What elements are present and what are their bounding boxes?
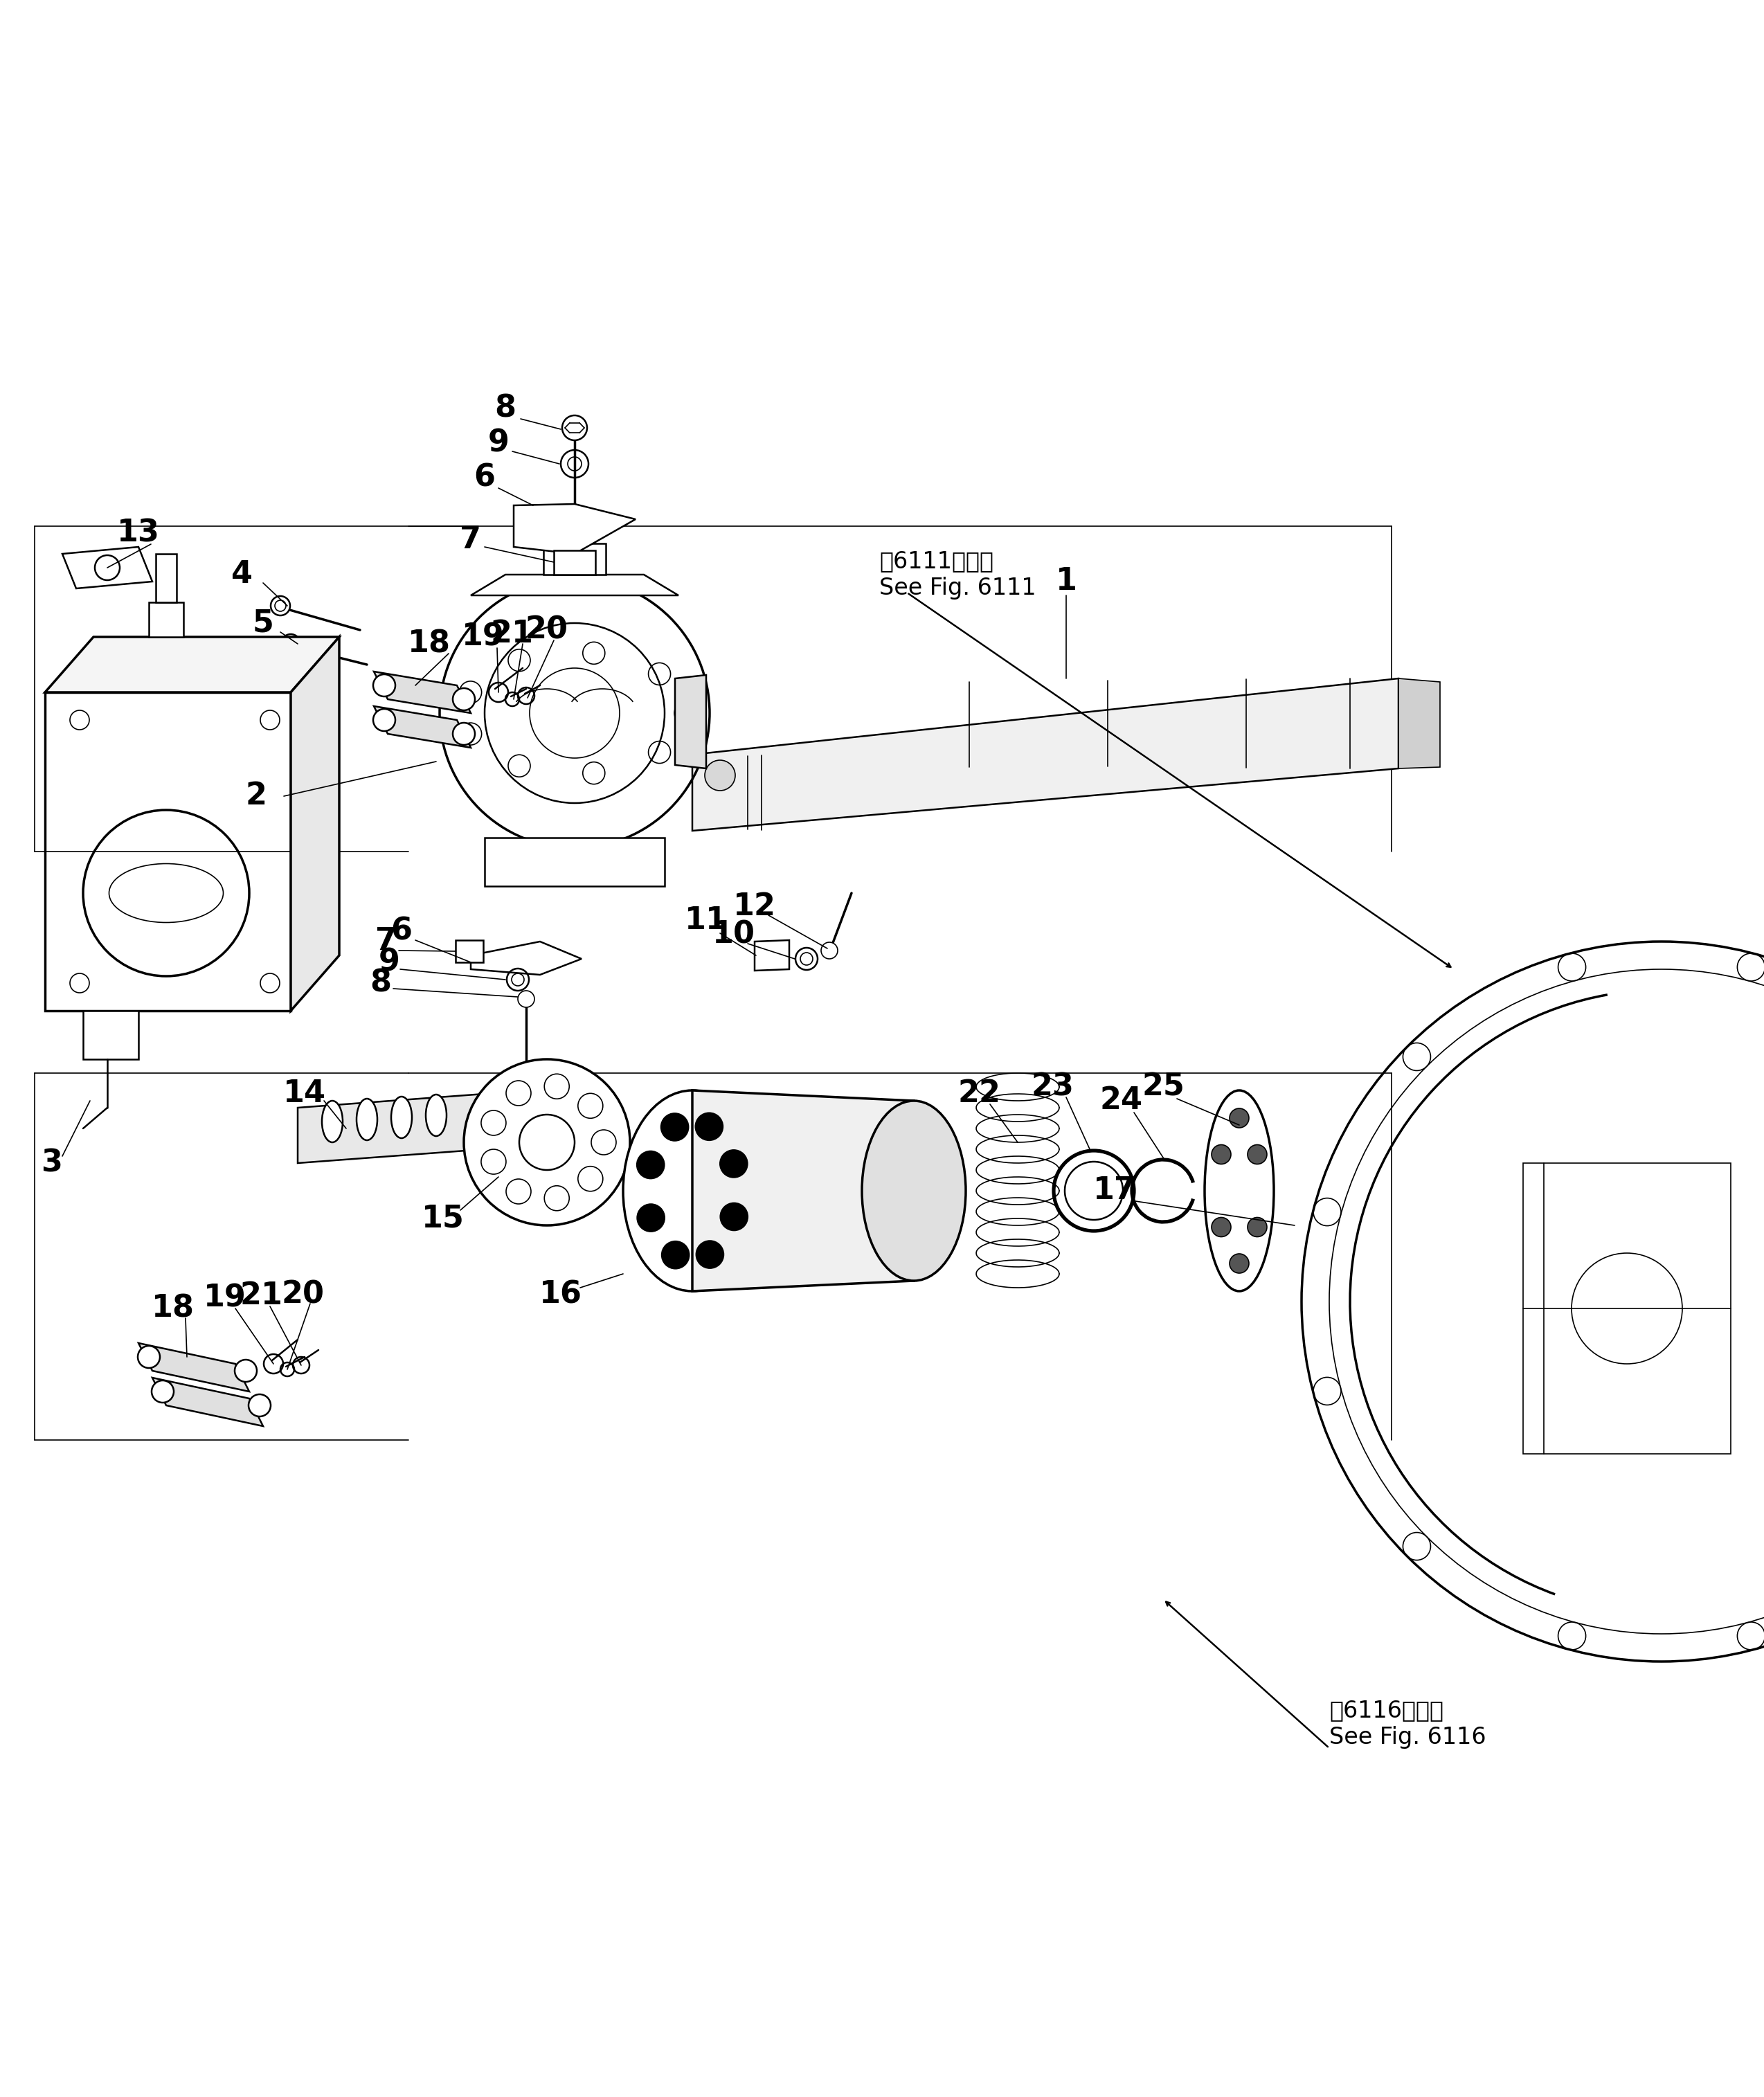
Text: 第6111図参照
See Fig. 6111: 第6111図参照 See Fig. 6111 — [878, 549, 1035, 600]
Text: 7: 7 — [376, 927, 397, 956]
Circle shape — [720, 1204, 748, 1231]
Text: 22: 22 — [958, 1080, 1002, 1109]
Text: 5: 5 — [252, 608, 273, 637]
Circle shape — [453, 723, 475, 744]
Polygon shape — [554, 549, 596, 575]
Circle shape — [637, 1204, 665, 1231]
Polygon shape — [298, 1095, 485, 1164]
Text: 8: 8 — [494, 394, 517, 424]
Circle shape — [1230, 1254, 1249, 1273]
Text: 16: 16 — [540, 1279, 582, 1309]
Polygon shape — [374, 671, 471, 713]
Text: 3: 3 — [41, 1149, 62, 1179]
Polygon shape — [138, 1342, 249, 1392]
Circle shape — [662, 1241, 690, 1269]
Circle shape — [1212, 1218, 1231, 1237]
Text: 25: 25 — [1141, 1072, 1184, 1101]
Text: 14: 14 — [284, 1080, 326, 1109]
Text: 2: 2 — [245, 782, 266, 812]
Text: 18: 18 — [152, 1294, 194, 1323]
Text: 24: 24 — [1101, 1086, 1143, 1116]
Circle shape — [697, 1241, 723, 1269]
Polygon shape — [155, 554, 176, 602]
Circle shape — [695, 1114, 723, 1141]
Polygon shape — [513, 503, 635, 554]
Text: 21: 21 — [490, 619, 534, 650]
Text: 11: 11 — [684, 906, 727, 935]
Circle shape — [706, 759, 736, 791]
Circle shape — [374, 675, 395, 696]
Text: 6: 6 — [392, 916, 413, 946]
Polygon shape — [691, 1090, 914, 1292]
Polygon shape — [46, 637, 339, 692]
Text: 23: 23 — [1030, 1072, 1074, 1101]
Ellipse shape — [623, 1090, 762, 1292]
Circle shape — [820, 942, 838, 958]
Text: 9: 9 — [379, 948, 400, 977]
Circle shape — [464, 1059, 630, 1225]
Ellipse shape — [321, 1101, 342, 1143]
Ellipse shape — [425, 1095, 446, 1137]
Text: 9: 9 — [489, 428, 510, 457]
Circle shape — [1212, 1145, 1231, 1164]
Ellipse shape — [863, 1101, 965, 1281]
Text: 6: 6 — [475, 463, 496, 493]
Circle shape — [453, 688, 475, 711]
Polygon shape — [543, 543, 605, 575]
Text: 19: 19 — [203, 1283, 247, 1313]
Polygon shape — [455, 939, 483, 963]
Circle shape — [275, 600, 286, 612]
Polygon shape — [152, 1378, 263, 1426]
Polygon shape — [471, 942, 582, 975]
Circle shape — [563, 415, 587, 440]
Polygon shape — [755, 939, 789, 971]
Circle shape — [637, 1151, 665, 1179]
Text: 19: 19 — [462, 623, 505, 652]
Ellipse shape — [392, 1097, 413, 1139]
Polygon shape — [485, 837, 665, 887]
Text: 7: 7 — [460, 524, 482, 556]
Circle shape — [1247, 1218, 1267, 1237]
Polygon shape — [291, 637, 339, 1011]
Polygon shape — [374, 707, 471, 749]
Polygon shape — [691, 679, 1399, 830]
Text: 13: 13 — [116, 518, 161, 547]
Text: 4: 4 — [231, 560, 252, 589]
Circle shape — [249, 1395, 270, 1415]
Circle shape — [1230, 1109, 1249, 1128]
Text: 1: 1 — [1055, 566, 1076, 596]
Polygon shape — [148, 602, 183, 637]
Polygon shape — [471, 575, 679, 596]
Circle shape — [662, 1114, 688, 1141]
Circle shape — [138, 1346, 161, 1367]
Ellipse shape — [356, 1099, 377, 1141]
Circle shape — [270, 596, 289, 614]
Ellipse shape — [1205, 1090, 1274, 1292]
Text: 21: 21 — [240, 1281, 284, 1311]
Circle shape — [286, 637, 296, 650]
Circle shape — [374, 709, 395, 732]
Text: 15: 15 — [422, 1204, 464, 1233]
Circle shape — [1247, 1145, 1267, 1164]
Text: 20: 20 — [526, 614, 568, 646]
Polygon shape — [62, 547, 152, 589]
Text: 12: 12 — [734, 891, 776, 923]
Circle shape — [235, 1359, 258, 1382]
Text: 17: 17 — [1094, 1176, 1136, 1206]
Text: 18: 18 — [407, 629, 450, 658]
Text: 8: 8 — [370, 969, 392, 998]
Circle shape — [519, 990, 534, 1007]
Polygon shape — [1399, 679, 1439, 768]
Text: 20: 20 — [282, 1279, 325, 1309]
Polygon shape — [83, 1011, 138, 1059]
Circle shape — [280, 633, 300, 654]
Text: 第6116図参照
See Fig. 6116: 第6116図参照 See Fig. 6116 — [1330, 1699, 1485, 1749]
Circle shape — [720, 1149, 748, 1179]
Text: 10: 10 — [713, 921, 755, 950]
Circle shape — [152, 1380, 175, 1403]
Polygon shape — [676, 675, 706, 768]
